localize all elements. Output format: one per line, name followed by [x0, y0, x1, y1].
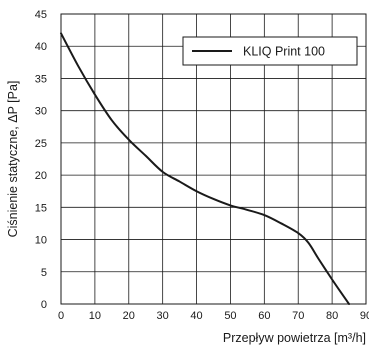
y-tick-label: 35 [35, 73, 47, 85]
x-tick-label: 20 [123, 310, 135, 322]
x-tick-label: 30 [157, 310, 169, 322]
y-tick-label: 45 [35, 9, 47, 21]
legend: KLIQ Print 100 [182, 36, 358, 66]
plot-frame [60, 13, 367, 305]
series-layer [60, 32, 351, 305]
y-axis-label: Ciśnienie statyczne, ΔP [Pa] [6, 81, 20, 238]
y-tick-label: 5 [41, 267, 47, 279]
y-tick-label: 15 [35, 202, 47, 214]
y-tick-label: 0 [41, 299, 47, 311]
x-axis-label: Przepływ powietrza [m³/h] [223, 331, 366, 345]
legend-label: KLIQ Print 100 [243, 45, 325, 59]
y-tick-label: 40 [35, 41, 47, 53]
y-tick-label: 20 [35, 170, 47, 182]
x-tick-label: 40 [190, 310, 202, 322]
x-tick-label: 70 [292, 310, 304, 322]
x-tick-label: 90 [360, 310, 369, 322]
x-tick-label: 60 [258, 310, 270, 322]
axes: 0 10 20 30 40 50 60 70 80 90 0 5 10 15 20 25 30 35 40 45 [35, 9, 369, 322]
y-tick-label: 30 [35, 106, 47, 118]
x-tick-label: 0 [58, 310, 64, 322]
x-tick-label: 10 [89, 310, 101, 322]
series-line [60, 32, 351, 305]
x-tick-label: 80 [326, 310, 338, 322]
x-tick-label: 50 [224, 310, 236, 322]
y-tick-label: 25 [35, 138, 47, 150]
y-tick-label: 10 [35, 235, 47, 247]
